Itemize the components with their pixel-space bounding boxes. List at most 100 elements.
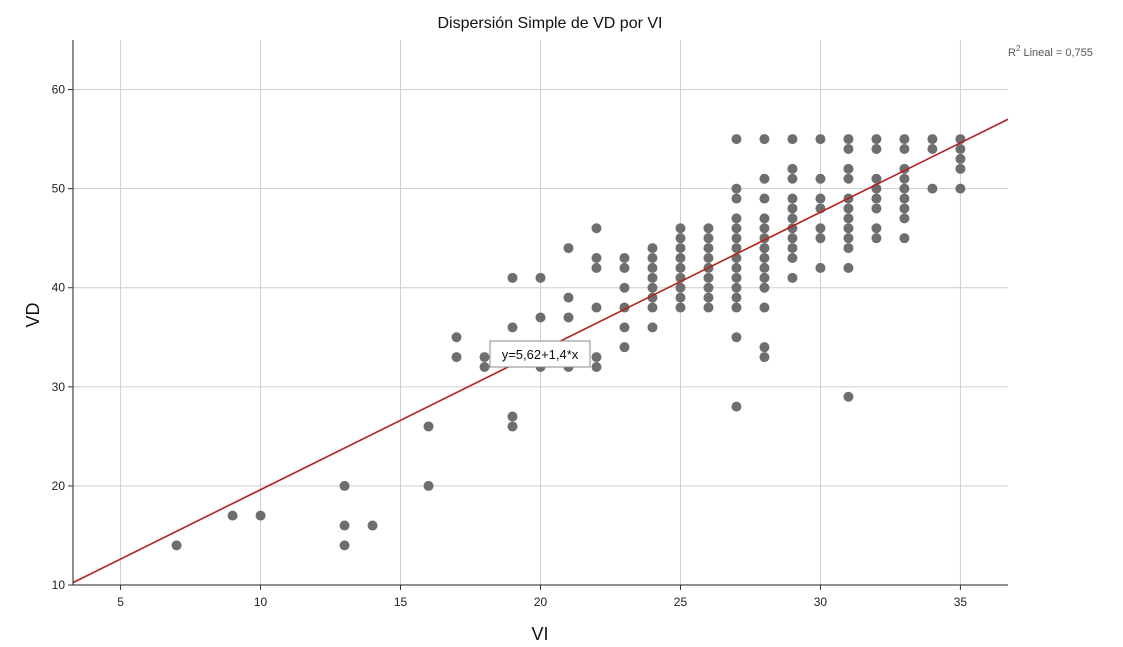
data-point (619, 322, 630, 333)
x-tick-label: 10 (254, 595, 268, 609)
data-point (955, 144, 966, 154)
data-point (423, 480, 434, 491)
data-point (787, 213, 798, 224)
data-point (675, 292, 686, 303)
data-point (759, 352, 770, 363)
data-point (647, 322, 658, 333)
data-point (731, 223, 742, 234)
x-tick-label: 20 (534, 595, 548, 609)
data-point (731, 272, 742, 283)
y-tick-label: 50 (52, 182, 66, 196)
data-point (731, 302, 742, 313)
data-point (703, 292, 714, 303)
data-point (843, 213, 854, 224)
y-axis-ticks: 10 20 30 40 50 60 (52, 83, 73, 592)
data-point (843, 262, 854, 273)
data-point (171, 540, 182, 551)
data-point (927, 134, 938, 145)
data-point (871, 173, 882, 184)
data-point (759, 302, 770, 313)
data-point (787, 163, 798, 174)
data-point (899, 144, 910, 154)
data-point (647, 302, 658, 313)
data-point (871, 134, 882, 145)
data-points (171, 134, 966, 551)
data-point (759, 342, 770, 353)
data-point (927, 144, 938, 154)
data-point (815, 134, 826, 145)
data-point (787, 193, 798, 204)
data-point (339, 480, 350, 491)
data-point (507, 421, 518, 432)
data-point (591, 352, 602, 363)
data-point (927, 183, 938, 194)
y-axis-title: VD (23, 302, 43, 327)
data-point (451, 352, 462, 363)
data-point (787, 233, 798, 244)
data-point (619, 253, 630, 263)
data-point (759, 223, 770, 234)
y-tick-label: 30 (52, 380, 66, 394)
data-point (703, 282, 714, 293)
data-point (591, 302, 602, 313)
data-point (563, 312, 574, 323)
equation-box: y=5,62+1,4*x (489, 340, 591, 368)
data-point (703, 223, 714, 234)
data-point (871, 193, 882, 204)
data-point (591, 253, 602, 263)
data-point (759, 262, 770, 273)
data-point (647, 243, 658, 254)
data-point (899, 203, 910, 214)
data-point (479, 352, 490, 363)
x-tick-label: 25 (674, 595, 688, 609)
data-point (675, 233, 686, 244)
x-axis-ticks: 5 10 15 20 25 30 35 (117, 585, 967, 609)
data-point (787, 203, 798, 214)
data-point (843, 233, 854, 244)
data-point (339, 540, 350, 551)
data-point (675, 223, 686, 234)
data-point (675, 262, 686, 273)
data-point (479, 362, 490, 372)
data-point (843, 391, 854, 402)
data-point (759, 173, 770, 184)
data-point (703, 253, 714, 263)
data-point (787, 253, 798, 263)
data-point (647, 272, 658, 283)
data-point (815, 223, 826, 234)
data-point (759, 272, 770, 283)
data-point (647, 262, 658, 273)
data-point (759, 213, 770, 224)
data-point (871, 233, 882, 244)
r2-superscript: 2 (1016, 44, 1021, 53)
data-point (227, 510, 238, 521)
data-point (815, 193, 826, 204)
data-point (255, 510, 266, 521)
data-point (703, 243, 714, 254)
x-tick-label: 15 (394, 595, 408, 609)
data-point (731, 292, 742, 303)
data-point (815, 173, 826, 184)
data-point (675, 282, 686, 293)
data-point (451, 332, 462, 343)
data-point (955, 183, 966, 194)
data-point (787, 173, 798, 184)
r2-suffix: Lineal = 0,755 (1020, 47, 1092, 59)
data-point (871, 203, 882, 214)
data-point (703, 233, 714, 244)
axes (72, 40, 1008, 586)
y-tick-label: 40 (52, 281, 66, 295)
data-point (507, 322, 518, 333)
data-point (591, 362, 602, 372)
data-point (731, 332, 742, 343)
data-point (955, 163, 966, 174)
data-point (787, 272, 798, 283)
data-point (731, 183, 742, 194)
data-point (535, 312, 546, 323)
data-point (731, 262, 742, 273)
data-point (731, 213, 742, 224)
data-point (647, 253, 658, 263)
data-point (619, 262, 630, 273)
data-point (591, 262, 602, 273)
